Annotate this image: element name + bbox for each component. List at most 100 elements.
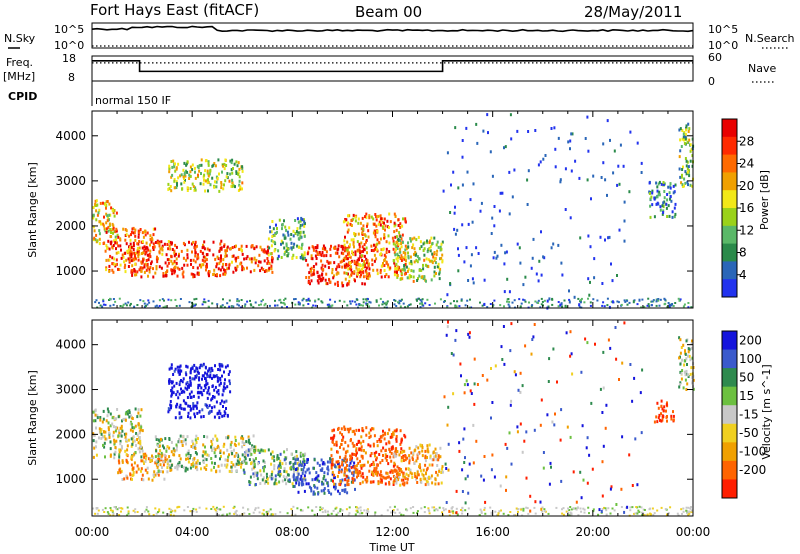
scatter-cell-1-256 bbox=[140, 459, 143, 463]
scatter-cell-1-1154 bbox=[330, 492, 333, 496]
scatter-cell-1-2231 bbox=[572, 470, 575, 474]
scatter-cell-0-1547 bbox=[412, 275, 415, 279]
scatter-cell-0-2208 bbox=[508, 170, 511, 174]
scatter-cell-1-1058 bbox=[341, 478, 344, 482]
scatter-cell-0-922 bbox=[340, 251, 343, 255]
scatter-cell-1-1217 bbox=[362, 475, 365, 479]
scatter-cell-1-1501 bbox=[398, 473, 401, 476]
scatter-cell-1-639 bbox=[178, 380, 181, 384]
scatter-cell-1-1680 bbox=[691, 356, 694, 360]
scatter-cell-0-1673 bbox=[683, 138, 686, 142]
scatter-cell-0-1871 bbox=[513, 299, 516, 302]
scatter-cell-1-1075 bbox=[320, 458, 323, 462]
scatter-cell-0-1507 bbox=[435, 272, 437, 275]
scatter-cell-1-2153 bbox=[588, 453, 591, 457]
scatter-cell-0-1338 bbox=[373, 243, 375, 247]
scatter-cell-1-1808 bbox=[681, 512, 683, 515]
scatter-cell-0-464 bbox=[140, 269, 143, 273]
scatter-cell-1-1086 bbox=[313, 492, 316, 496]
scatter-cell-0-1082 bbox=[312, 265, 315, 268]
scatter-cell-0-656 bbox=[218, 189, 221, 193]
scatter-cell-0-1872 bbox=[623, 299, 626, 302]
scatter-cell-0-166 bbox=[112, 226, 115, 230]
scatter-cell-0-2039 bbox=[540, 303, 543, 306]
scatter-cell-0-307 bbox=[153, 245, 156, 249]
scatter-cell-0-1572 bbox=[651, 203, 654, 207]
scatter-cell-1-1877 bbox=[171, 509, 174, 512]
scatter-cell-0-1725 bbox=[402, 302, 405, 305]
scatter-cell-0-80 bbox=[106, 214, 109, 218]
scatter-cell-0-1694 bbox=[679, 138, 682, 142]
scatter-cell-1-525 bbox=[235, 469, 238, 473]
scatter-cell-0-1229 bbox=[357, 221, 360, 225]
scatter-cell-1-498 bbox=[197, 437, 199, 441]
scatter-cell-1-957 bbox=[284, 457, 287, 461]
scatter-cell-1-1277 bbox=[360, 474, 363, 478]
scatter-cell-1-2024 bbox=[688, 510, 691, 513]
scatter-cell-1-542 bbox=[168, 438, 171, 441]
velocity-colorbar-swatch-3 bbox=[722, 386, 737, 406]
scatter-cell-1-1358 bbox=[339, 480, 342, 484]
scatter-cell-1-1705 bbox=[683, 359, 686, 363]
scatter-cell-0-1147 bbox=[375, 224, 378, 228]
scatter-cell-0-2178 bbox=[604, 238, 606, 242]
scatter-cell-0-881 bbox=[276, 227, 278, 230]
scatter-cell-1-728 bbox=[213, 375, 215, 379]
scatter-cell-1-1426 bbox=[331, 436, 334, 440]
scatter-cell-0-74 bbox=[103, 215, 105, 219]
scatter-cell-1-2184 bbox=[584, 337, 587, 341]
scatter-cell-1-763 bbox=[206, 396, 209, 400]
scatter-cell-1-2103 bbox=[96, 512, 99, 515]
scatter-cell-1-1104 bbox=[298, 463, 301, 467]
scatter-cell-0-1081 bbox=[310, 266, 313, 270]
scatter-cell-0-7 bbox=[98, 229, 101, 233]
scatter-cell-0-1730 bbox=[254, 301, 257, 304]
scatter-cell-1-128 bbox=[120, 424, 123, 428]
scatter-cell-1-396 bbox=[192, 458, 194, 461]
scatter-cell-0-2189 bbox=[471, 220, 474, 224]
scatter-cell-0-483 bbox=[224, 272, 227, 276]
scatter-cell-1-239 bbox=[143, 461, 145, 465]
scatter-cell-1-1618 bbox=[426, 456, 428, 459]
scatter-cell-0-799 bbox=[284, 250, 286, 254]
scatter-cell-0-77 bbox=[92, 206, 95, 209]
scatter-cell-1-969 bbox=[300, 452, 303, 456]
scatter-cell-1-2144 bbox=[540, 398, 543, 402]
scatter-cell-1-1702 bbox=[678, 356, 681, 360]
scatter-cell-0-2118 bbox=[612, 171, 615, 175]
scatter-cell-0-531 bbox=[193, 188, 196, 192]
scatter-cell-1-2044 bbox=[195, 508, 198, 511]
scatter-cell-0-1091 bbox=[316, 271, 319, 275]
scatter-cell-1-2217 bbox=[531, 338, 534, 341]
scatter-cell-0-1681 bbox=[683, 177, 686, 181]
scatter-cell-1-211 bbox=[117, 459, 120, 463]
scatter-cell-0-1996 bbox=[454, 305, 457, 308]
scatter-cell-0-1564 bbox=[410, 259, 413, 263]
scatter-cell-0-777 bbox=[266, 261, 269, 265]
scatter-cell-1-1716 bbox=[678, 336, 681, 340]
scatter-cell-0-500 bbox=[207, 273, 210, 277]
scatter-cell-0-305 bbox=[175, 252, 177, 256]
scatter-cell-0-1451 bbox=[397, 265, 400, 269]
scatter-cell-1-585 bbox=[192, 394, 195, 398]
scatter-cell-1-1484 bbox=[330, 466, 333, 470]
scatter-cell-1-306 bbox=[195, 441, 198, 444]
scatter-cell-1-1034 bbox=[310, 489, 313, 493]
scatter-cell-1-1161 bbox=[343, 425, 346, 429]
scatter-cell-0-1474 bbox=[423, 275, 426, 279]
scatter-cell-1-1181 bbox=[396, 465, 399, 469]
scatter-cell-0-1434 bbox=[430, 278, 433, 282]
scatter-cell-0-119 bbox=[152, 248, 155, 251]
scatter-cell-1-363 bbox=[189, 454, 192, 457]
scatter-cell-1-460 bbox=[170, 450, 173, 454]
scatter-cell-0-1836 bbox=[223, 306, 226, 309]
scatter-cell-0-1841 bbox=[155, 304, 158, 307]
scatter-cell-0-2156 bbox=[593, 257, 596, 261]
scatter-cell-1-530 bbox=[155, 459, 158, 463]
scatter-cell-1-1353 bbox=[389, 435, 392, 439]
scatter-cell-0-2267 bbox=[526, 178, 529, 182]
scatter-cell-0-82 bbox=[96, 239, 99, 243]
scatter-cell-1-1717 bbox=[692, 378, 695, 382]
scatter-cell-1-2276 bbox=[466, 383, 469, 387]
scatter-cell-1-993 bbox=[327, 489, 330, 492]
